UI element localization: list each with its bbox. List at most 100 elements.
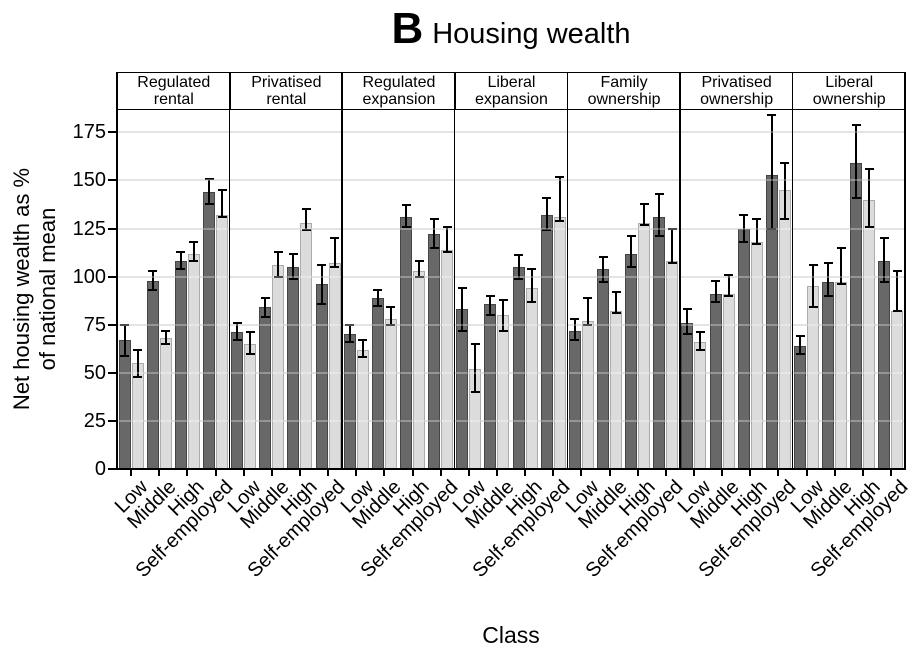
error-bar-line [192,242,195,262]
error-bar-line [855,124,858,198]
x-axis-tick [636,469,639,476]
gridline-overlay [117,275,905,278]
error-bar-line [714,280,717,302]
error-bar-cap [667,262,677,265]
error-bar-cap [739,214,749,217]
error-bar-cap [358,339,368,342]
bar-light [610,311,622,469]
error-bar-cap [245,352,255,355]
bar-light [581,320,594,469]
error-bar-line [389,307,392,325]
y-tick-label: 100 [72,265,106,288]
error-bar-line [348,324,351,343]
error-bar-line [418,261,420,277]
error-bar-cap [611,291,621,294]
error-bar-cap [570,317,580,320]
bar-light [722,293,735,469]
error-bar-line [643,203,646,225]
error-bar-cap [232,339,242,342]
error-bar-cap [879,281,889,284]
y-tick-label: 50 [83,361,106,384]
bar-light [300,222,313,469]
error-bar-line [249,332,252,354]
error-bar-cap [864,167,874,170]
chart-title: B Housing wealth [117,4,905,54]
error-bar-cap [795,352,805,355]
error-bar-cap [767,114,777,117]
error-bar-cap [288,252,298,255]
error-bar-cap [232,321,242,324]
x-axis-tick [158,469,161,476]
x-axis-tick [439,469,442,476]
error-bar-cap [429,217,439,220]
error-bar-line [164,330,167,344]
error-bar-line [136,349,139,377]
error-bar-cap [485,294,495,297]
x-axis-label: Class [482,622,540,648]
y-axis-tick [108,131,116,134]
error-bar-line [361,340,364,358]
y-axis-tick [108,227,116,230]
gridline [117,419,905,422]
error-bar-cap [204,202,214,205]
error-bar-cap [808,306,818,309]
y-tick-label: 25 [83,409,106,432]
bar-dark [231,332,244,469]
x-axis-tick [749,469,752,476]
bar-dark [428,234,441,469]
error-bar-cap [429,246,439,249]
x-axis-line [116,468,906,470]
error-bar-cap [682,333,692,336]
plot-right-border [904,72,906,470]
x-axis-tick [524,469,527,476]
error-bar-cap [767,227,777,230]
bar-dark [118,340,131,469]
panel-divider [453,72,456,469]
error-bar-cap [442,225,452,228]
error-bar-line [630,236,633,268]
error-bar-line [783,163,786,219]
error-bar-cap [711,300,721,303]
error-bar-line [699,332,702,350]
error-bar-cap [498,298,508,301]
error-bar-cap [542,229,552,232]
panel-header-7: Liberal ownership [792,72,906,110]
error-bar-line [812,265,814,308]
error-bar-cap [570,339,580,342]
error-bar-cap [639,223,649,226]
error-bar-cap [695,331,705,334]
error-bar-cap [611,312,621,315]
error-bar-cap [401,204,411,207]
error-bar-line [333,238,336,268]
error-bar-line [264,297,267,318]
error-bar-cap [626,235,636,238]
panel-divider [791,72,794,469]
y-axis-tick [108,468,116,470]
error-bar-cap [851,196,861,199]
y-tick-label: 125 [72,217,106,240]
error-bar-cap [273,275,283,278]
error-bar-cap [414,260,424,263]
bar-dark [625,253,638,469]
error-bar-cap [330,237,340,240]
x-axis-tick [383,469,386,476]
error-bar-cap [711,279,721,282]
gridline-overlay [117,323,905,326]
gridline [117,179,905,182]
error-bar-line [840,247,843,285]
error-bar-cap [273,250,283,253]
error-bar-cap [724,294,734,297]
error-bar-cap [457,287,467,290]
error-bar-cap [514,277,524,280]
error-bar-cap [836,246,846,249]
error-bar-line [123,324,126,356]
gridline-overlay [117,227,905,230]
x-axis-tick [130,469,133,476]
error-bar-cap [654,235,664,238]
error-bar-cap [414,275,424,278]
error-bar-cap [120,323,130,326]
error-bar-cap [345,341,355,344]
gridline-overlay [117,419,905,422]
error-bar-line [446,226,449,252]
error-bar-cap [470,342,480,345]
